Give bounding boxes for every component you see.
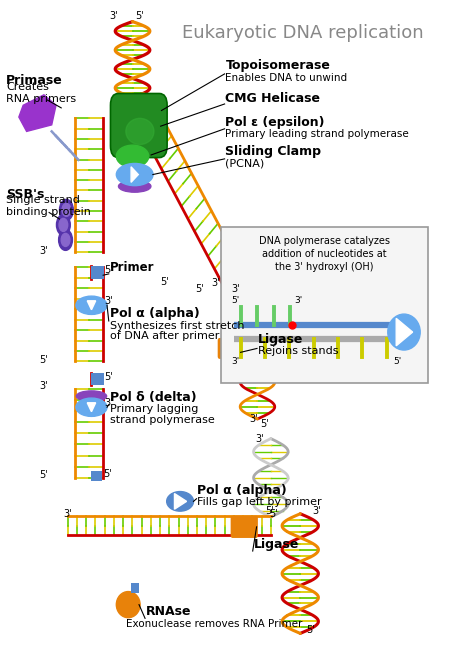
Polygon shape (175, 493, 187, 509)
Circle shape (56, 214, 70, 235)
Ellipse shape (116, 164, 153, 185)
Text: Eukaryotic DNA replication: Eukaryotic DNA replication (182, 24, 424, 42)
Text: 3': 3' (312, 506, 320, 515)
Text: Pol α (alpha): Pol α (alpha) (110, 307, 199, 320)
Text: 3': 3' (255, 434, 264, 444)
Text: 5': 5' (104, 265, 113, 274)
Text: Pol α (alpha): Pol α (alpha) (198, 483, 287, 496)
Text: 3': 3' (231, 284, 240, 293)
Text: Sliding Clamp: Sliding Clamp (225, 145, 321, 158)
Ellipse shape (116, 591, 140, 618)
FancyBboxPatch shape (218, 338, 242, 359)
Text: 5': 5' (40, 356, 48, 365)
Text: Ligase: Ligase (253, 538, 299, 552)
Text: 3': 3' (63, 509, 72, 519)
Ellipse shape (117, 120, 127, 133)
Text: 5': 5' (104, 372, 113, 382)
Ellipse shape (126, 119, 154, 145)
Ellipse shape (112, 98, 153, 129)
Text: 5': 5' (265, 506, 274, 515)
Text: 5': 5' (260, 419, 269, 429)
Text: Fills gap left by primer: Fills gap left by primer (198, 496, 322, 506)
Text: DNA polymerase catalyzes
addition of nucleotides at
the 3' hydroxyl (OH): DNA polymerase catalyzes addition of nuc… (259, 236, 390, 272)
Polygon shape (396, 318, 413, 346)
FancyBboxPatch shape (131, 583, 139, 593)
Ellipse shape (116, 145, 149, 168)
Text: 5': 5' (231, 295, 239, 305)
Text: 3': 3' (104, 296, 113, 306)
Ellipse shape (166, 491, 194, 511)
Text: 3': 3' (104, 398, 113, 408)
Circle shape (58, 229, 72, 250)
FancyBboxPatch shape (221, 227, 428, 383)
Text: Single strand
binding protein: Single strand binding protein (6, 195, 91, 217)
Text: 3': 3' (40, 246, 48, 255)
Text: Primary lagging: Primary lagging (110, 405, 198, 415)
Text: RNAse: RNAse (146, 605, 191, 618)
Text: Pol ε (epsilon): Pol ε (epsilon) (225, 116, 325, 129)
Text: Primase: Primase (6, 75, 63, 87)
Ellipse shape (76, 296, 107, 314)
Text: of DNA after primer: of DNA after primer (110, 331, 219, 341)
Text: CMG Helicase: CMG Helicase (225, 92, 320, 105)
Text: 3': 3' (110, 11, 118, 21)
Text: (PCNA): (PCNA) (225, 158, 265, 168)
FancyBboxPatch shape (231, 515, 258, 538)
Text: 3': 3' (231, 357, 239, 366)
FancyBboxPatch shape (91, 373, 104, 385)
Text: SSB's: SSB's (6, 188, 44, 201)
Text: Primer: Primer (110, 261, 154, 274)
Text: Primary leading strand polymerase: Primary leading strand polymerase (225, 129, 409, 140)
Text: strand polymerase: strand polymerase (110, 415, 214, 425)
Text: 5': 5' (103, 468, 112, 479)
Ellipse shape (76, 391, 107, 402)
Polygon shape (19, 95, 56, 132)
Text: 5': 5' (135, 11, 144, 21)
Polygon shape (131, 167, 138, 182)
Text: Pol δ (delta): Pol δ (delta) (110, 390, 196, 403)
Text: 5': 5' (393, 357, 401, 366)
Text: 3': 3' (295, 295, 303, 305)
Ellipse shape (388, 314, 420, 350)
Ellipse shape (117, 93, 127, 106)
Ellipse shape (138, 93, 148, 106)
Text: 5': 5' (269, 509, 278, 519)
Text: 3': 3' (250, 414, 258, 424)
Circle shape (59, 218, 68, 231)
Text: Ligase: Ligase (258, 333, 303, 346)
Ellipse shape (76, 398, 107, 417)
FancyBboxPatch shape (111, 94, 167, 158)
Circle shape (61, 233, 70, 246)
Ellipse shape (118, 180, 151, 192)
Text: 5': 5' (161, 277, 169, 287)
Polygon shape (87, 301, 96, 310)
Text: Exonuclease removes RNA Primer: Exonuclease removes RNA Primer (126, 619, 302, 629)
Text: 5': 5' (195, 284, 204, 293)
Ellipse shape (118, 104, 147, 122)
Text: 5': 5' (40, 470, 48, 480)
Text: 5': 5' (306, 626, 315, 635)
Text: 3': 3' (40, 381, 48, 391)
Text: Rejoins stands: Rejoins stands (258, 346, 338, 356)
Circle shape (59, 199, 73, 220)
Polygon shape (87, 403, 96, 412)
FancyBboxPatch shape (91, 471, 102, 481)
Text: Enables DNA to unwind: Enables DNA to unwind (225, 73, 347, 83)
Text: Topoisomerase: Topoisomerase (225, 60, 330, 72)
Text: 3': 3' (211, 278, 220, 288)
Ellipse shape (138, 120, 148, 133)
Text: Creates
RNA primers: Creates RNA primers (6, 83, 76, 104)
Circle shape (62, 203, 71, 216)
Text: Synthesizes first stretch: Synthesizes first stretch (110, 321, 244, 331)
FancyBboxPatch shape (91, 266, 104, 279)
